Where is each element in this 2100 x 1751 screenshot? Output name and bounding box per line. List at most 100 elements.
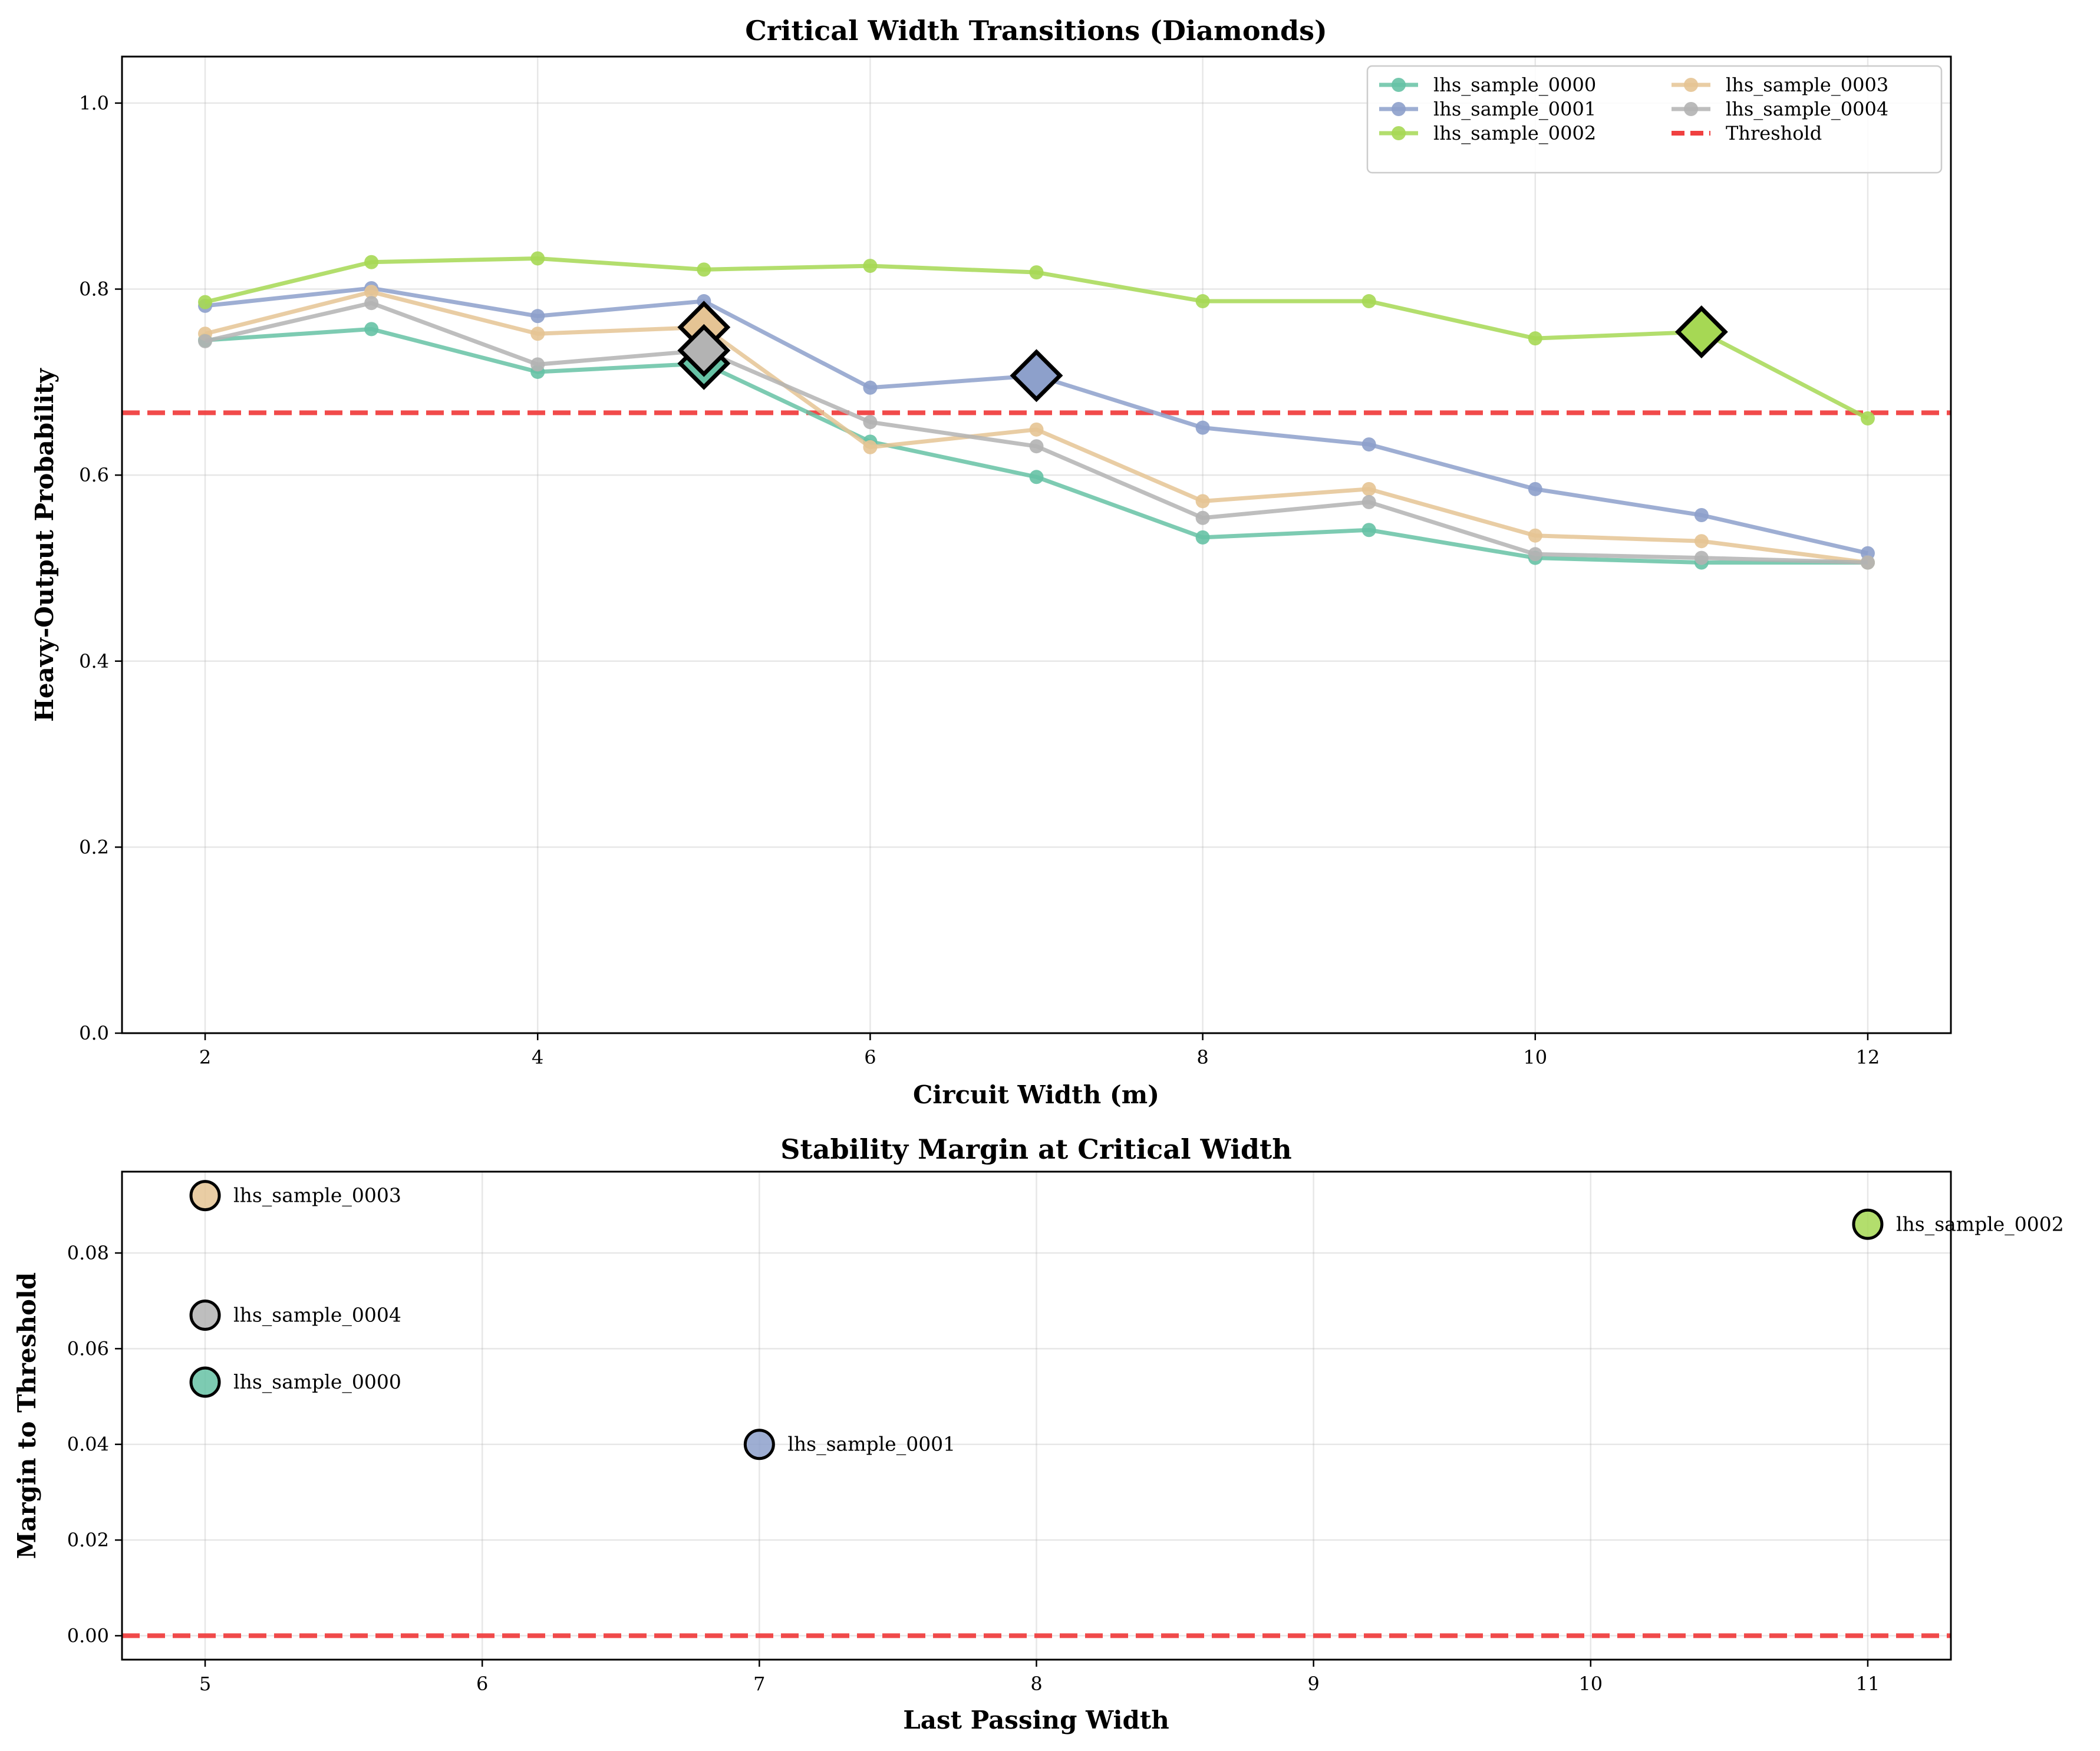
- series-point: [1528, 482, 1542, 496]
- critical-diamond: [1010, 349, 1063, 403]
- series-point: [364, 255, 379, 269]
- series-point: [863, 440, 878, 454]
- legend-item: Threshold: [1672, 122, 1822, 144]
- legend-label: lhs_sample_0003: [1726, 74, 1888, 96]
- series-point: [1029, 265, 1044, 280]
- series-point: [1195, 294, 1210, 309]
- series-point: [863, 380, 878, 395]
- bottom-x-tick-label: 6: [476, 1673, 488, 1695]
- series-point: [1694, 534, 1709, 549]
- series-point: [1528, 528, 1542, 543]
- legend-swatch-marker: [1392, 78, 1406, 92]
- series-point: [863, 259, 878, 273]
- legend-label: lhs_sample_0002: [1433, 122, 1596, 144]
- series-point: [1195, 510, 1210, 525]
- top-x-tick-label: 2: [199, 1046, 211, 1069]
- top-chart: Critical Width Transitions (Diamonds) 2 4…: [30, 15, 1952, 1109]
- legend-swatch-marker: [1392, 102, 1406, 116]
- series-point: [1528, 547, 1542, 562]
- legend-label: Threshold: [1726, 122, 1822, 144]
- critical-diamond: [677, 324, 731, 377]
- legend-item: lhs_sample_0001: [1379, 98, 1596, 120]
- bottom-x-tick-label: 11: [1856, 1673, 1880, 1695]
- legend-swatch-marker: [1684, 102, 1698, 116]
- legend-item: lhs_sample_0004: [1672, 98, 1888, 120]
- critical-diamonds-group: [677, 301, 1728, 403]
- margin-point: [743, 1429, 775, 1460]
- top-y-tick-label: 0.8: [79, 278, 109, 301]
- bottom-y-tick-label: 0.02: [67, 1529, 109, 1551]
- bottom-x-tick-label: 8: [1030, 1673, 1042, 1695]
- bottom-chart-title: Stability Margin at Critical Width: [780, 1133, 1292, 1165]
- series-point: [1694, 508, 1709, 523]
- series-point: [1361, 294, 1376, 309]
- series-point: [530, 251, 545, 266]
- legend-swatch-marker: [1392, 126, 1406, 140]
- series-point: [364, 296, 379, 311]
- margin-point: [189, 1366, 221, 1398]
- series-point: [1361, 494, 1376, 509]
- bottom-x-tick-label: 7: [753, 1673, 765, 1695]
- legend-label: lhs_sample_0001: [1433, 98, 1596, 120]
- margin-points-group: [189, 1180, 1884, 1460]
- top-x-axis-label: Circuit Width (m): [913, 1080, 1159, 1109]
- bottom-x-ticks: 5 6 7 8 9 10 11: [199, 1660, 1880, 1695]
- margin-point: [189, 1300, 221, 1331]
- top-y-axis-label: Heavy-Output Probability: [30, 368, 59, 722]
- top-x-tick-label: 4: [532, 1046, 543, 1069]
- series-point: [530, 327, 545, 341]
- series-point: [863, 415, 878, 430]
- series-point: [364, 285, 379, 299]
- margin-point: [1852, 1208, 1884, 1240]
- series-point: [530, 357, 545, 372]
- series-point: [1029, 422, 1044, 437]
- top-y-ticks: 0.0 0.2 0.4 0.6 0.8 1.0: [79, 92, 122, 1044]
- series-point: [1528, 331, 1542, 346]
- top-x-tick-label: 12: [1856, 1046, 1880, 1069]
- series-point: [1195, 420, 1210, 435]
- series-point: [1029, 470, 1044, 484]
- top-y-tick-label: 0.6: [79, 464, 109, 486]
- bottom-y-tick-label: 0.04: [67, 1433, 109, 1456]
- margin-point-label: lhs_sample_0000: [233, 1370, 401, 1394]
- series-point: [697, 262, 711, 277]
- series-point: [1361, 437, 1376, 452]
- bottom-x-tick-label: 9: [1307, 1673, 1319, 1695]
- series-point: [530, 309, 545, 324]
- top-y-tick-label: 0.4: [79, 650, 109, 672]
- top-y-tick-label: 0.0: [79, 1022, 109, 1044]
- margin-point-label: lhs_sample_0001: [787, 1433, 955, 1456]
- top-x-tick-label: 10: [1523, 1046, 1547, 1069]
- bottom-chart: Stability Margin at Critical Width lhs_s…: [12, 1133, 2064, 1734]
- top-x-tick-label: 6: [864, 1046, 876, 1069]
- top-y-tick-label: 0.2: [79, 836, 109, 858]
- top-x-tick-label: 8: [1196, 1046, 1208, 1069]
- top-y-tick-label: 1.0: [79, 92, 109, 114]
- series-point: [1195, 494, 1210, 509]
- bottom-x-axis-label: Last Passing Width: [903, 1706, 1169, 1734]
- bottom-y-tick-label: 0.00: [67, 1624, 109, 1647]
- margin-point-label: lhs_sample_0004: [233, 1304, 401, 1327]
- bottom-x-tick-label: 10: [1578, 1673, 1603, 1695]
- top-chart-title: Critical Width Transitions (Diamonds): [745, 15, 1327, 47]
- bottom-y-tick-label: 0.08: [67, 1242, 109, 1264]
- legend-label: lhs_sample_0000: [1433, 74, 1596, 96]
- series-point: [1029, 439, 1044, 454]
- series-point: [1361, 523, 1376, 537]
- series-point: [1860, 555, 1875, 570]
- legend-box: [1366, 65, 1943, 174]
- series-point: [1694, 550, 1709, 565]
- series-point: [1860, 411, 1875, 426]
- legend-item: lhs_sample_0003: [1672, 74, 1888, 96]
- series-point: [1361, 482, 1376, 496]
- top-plot-frame: [121, 55, 1952, 1034]
- critical-diamond: [1674, 305, 1728, 359]
- legend-swatch-marker: [1684, 78, 1698, 92]
- series-lhs_sample_0002: [198, 251, 1875, 426]
- margin-point-label: lhs_sample_0003: [233, 1184, 401, 1208]
- bottom-y-ticks: 0.00 0.02 0.04 0.06 0.08: [67, 1242, 122, 1647]
- bottom-x-tick-label: 5: [199, 1673, 211, 1695]
- series-point: [198, 334, 213, 348]
